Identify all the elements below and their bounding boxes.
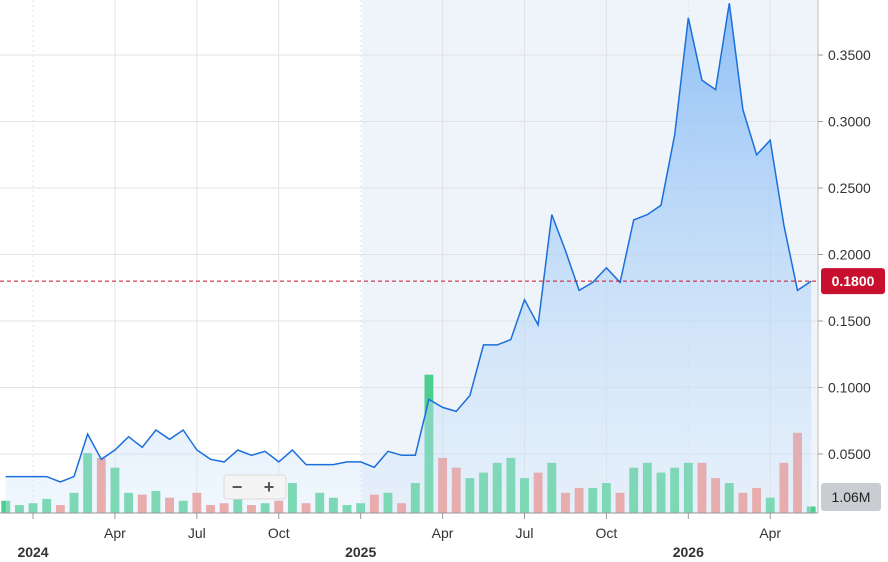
x-tick-label: Apr [104,525,126,541]
x-tick-label: 2024 [17,544,48,560]
zoom-out-button[interactable]: − [232,477,243,497]
zoom-panel [223,474,287,500]
last-price-box [821,268,885,295]
y-tick-label: 0.1000 [828,379,871,395]
volume-label: 1.06M [832,489,871,505]
y-tick-label: 0.0500 [828,446,871,462]
x-tick-label: Apr [432,525,454,541]
y-tick-label: 0.2500 [828,180,871,196]
y-tick-label: 0.3500 [828,47,871,63]
zoom-controls: − + [223,474,287,500]
y-tick-label: 0.3000 [828,114,871,130]
last-price-label: 0.1800 [832,273,875,289]
price-area [5,3,812,513]
x-tick-label: 2026 [673,544,704,560]
x-tick-label: 2025 [345,544,376,560]
x-tick-label: Apr [759,525,781,541]
y-tick-label: 0.1500 [828,313,871,329]
price-line [5,3,812,483]
x-tick-label: Jul [188,525,206,541]
x-tick-label: Oct [268,525,290,541]
x-tick-label: Jul [516,525,534,541]
volume-label-box [821,483,881,511]
y-tick-label: 0.2000 [828,247,871,263]
zoom-in-button[interactable]: + [264,477,275,497]
x-tick-label: Oct [596,525,618,541]
